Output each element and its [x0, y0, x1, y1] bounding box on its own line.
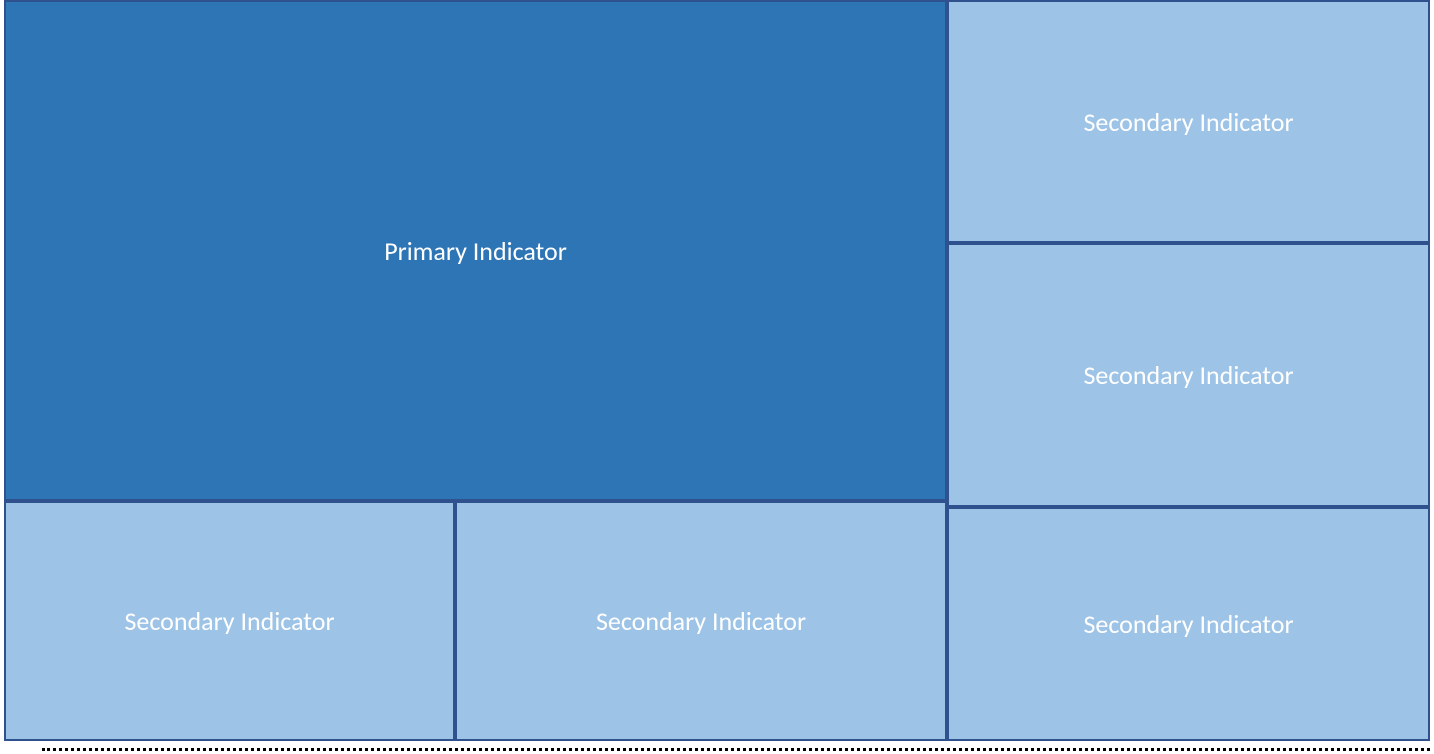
secondary-indicator-cell: Secondary Indicator	[947, 243, 1430, 507]
secondary-indicator-label: Secondary Indicator	[1083, 608, 1293, 640]
secondary-indicator-cell: Secondary Indicator	[455, 501, 947, 741]
secondary-indicator-label: Secondary Indicator	[1083, 106, 1293, 138]
primary-indicator-label: Primary Indicator	[384, 235, 567, 267]
primary-indicator-cell: Primary Indicator	[4, 0, 947, 501]
secondary-indicator-label: Secondary Indicator	[1083, 359, 1293, 391]
dotted-divider-line	[42, 748, 1430, 751]
indicator-diagram: Primary Indicator Secondary Indicator Se…	[0, 0, 1434, 754]
secondary-indicator-cell: Secondary Indicator	[947, 507, 1430, 741]
secondary-indicator-cell: Secondary Indicator	[4, 501, 455, 741]
secondary-indicator-cell: Secondary Indicator	[947, 0, 1430, 243]
secondary-indicator-label: Secondary Indicator	[124, 605, 334, 637]
secondary-indicator-label: Secondary Indicator	[596, 605, 806, 637]
